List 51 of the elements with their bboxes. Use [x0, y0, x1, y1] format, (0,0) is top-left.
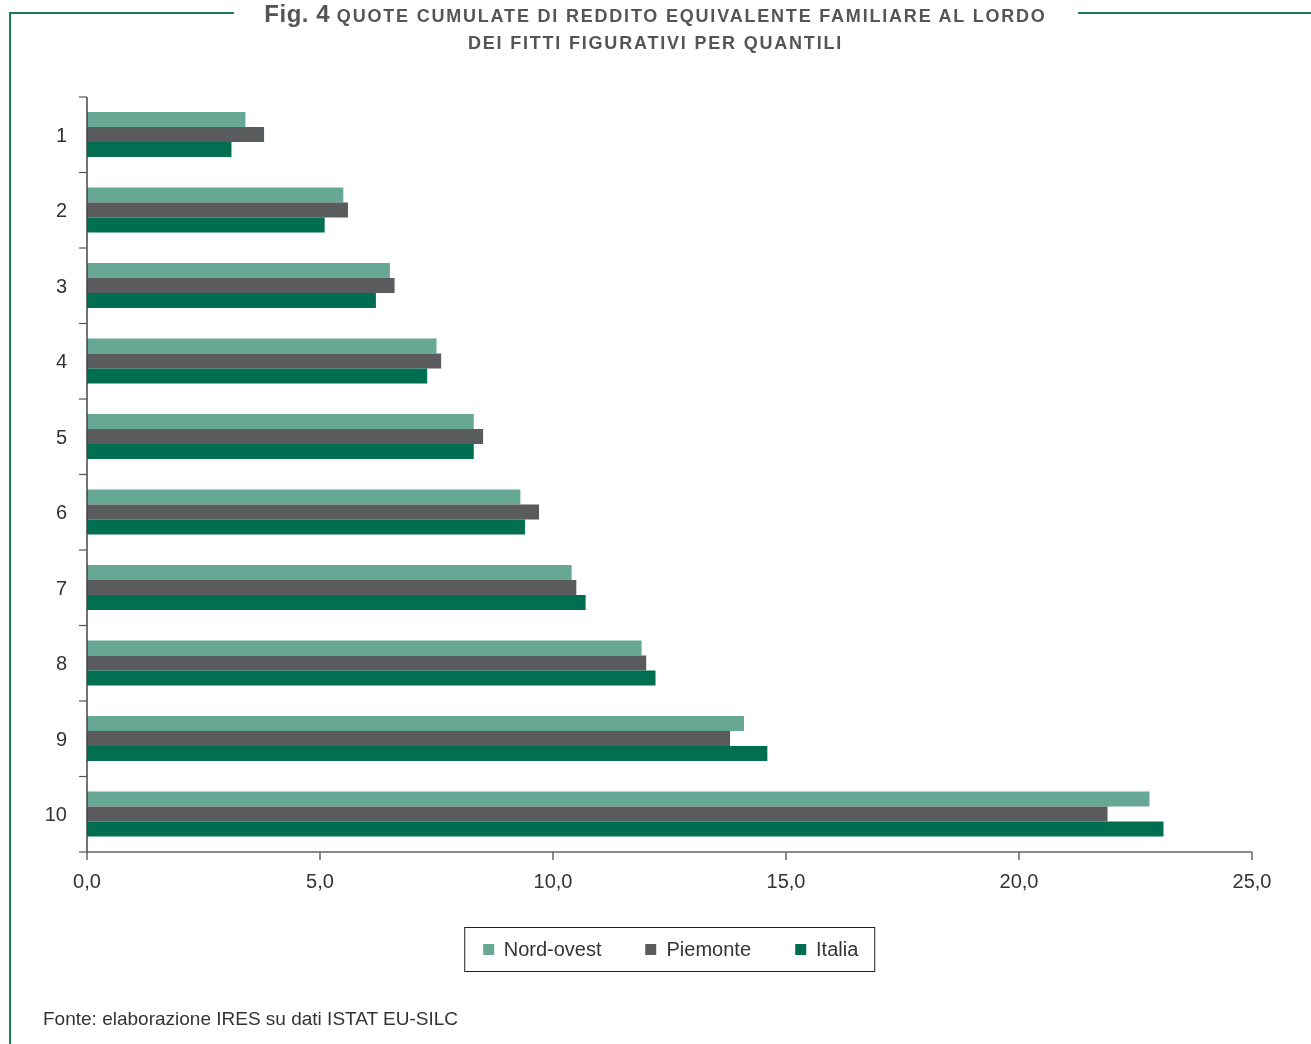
bar: [87, 263, 390, 279]
bar: [87, 595, 586, 611]
bar: [87, 429, 484, 445]
bar: [87, 142, 232, 158]
bar: [87, 821, 1164, 837]
y-tick-label: 6: [55, 501, 67, 524]
y-tick-label: 9: [55, 727, 67, 750]
bar: [87, 293, 376, 309]
bar: [87, 368, 428, 384]
bar: [87, 580, 577, 596]
legend-label: Piemonte: [666, 938, 752, 961]
x-tick-label: 10,0: [533, 870, 573, 893]
x-tick-label: 0,0: [73, 870, 101, 893]
x-tick-label: 25,0: [1232, 870, 1272, 893]
y-tick-label: 5: [55, 425, 67, 448]
y-tick-label: 7: [55, 576, 67, 599]
legend-label: Nord-ovest: [503, 938, 602, 961]
x-tick-label: 5,0: [306, 870, 334, 893]
chart-title: Fig. 4 QUOTE CUMULATE DI REDDITO EQUIVALENTE FAMILIARE AL LORDO DEI FITTI FIGURATIVI PER QUANTILI: [264, 0, 1047, 53]
y-tick-label: 10: [44, 803, 67, 826]
source-note: Fonte: elaborazione IRES su dati ISTAT EU-SILC: [43, 1008, 459, 1030]
bar: [87, 202, 348, 218]
y-tick-label: 1: [55, 123, 67, 146]
x-tick-label: 15,0: [766, 870, 806, 893]
bar: [87, 791, 1150, 807]
bar: [87, 746, 768, 762]
bar: [87, 444, 474, 460]
y-tick-label: 4: [55, 350, 67, 373]
bar: [87, 731, 731, 747]
bar: [87, 806, 1108, 822]
x-tick-label: 20,0: [999, 870, 1039, 893]
bar: [87, 670, 656, 686]
bar: [87, 338, 437, 354]
bar: [87, 187, 344, 203]
bar: [87, 353, 442, 369]
legend-label: Italia: [816, 938, 859, 961]
bar: [87, 716, 745, 732]
bar: [87, 519, 526, 535]
bar: [87, 414, 474, 430]
bar: [87, 127, 265, 143]
bar: [87, 640, 642, 656]
bar: [87, 112, 246, 128]
y-tick-label: 2: [55, 199, 67, 222]
bar: [87, 504, 540, 520]
bar: [87, 489, 521, 505]
bar: [87, 565, 572, 581]
bar: [87, 655, 647, 671]
y-tick-label: 8: [55, 652, 67, 675]
bar: [87, 217, 325, 233]
bar: [87, 278, 395, 294]
y-tick-label: 3: [55, 274, 67, 297]
